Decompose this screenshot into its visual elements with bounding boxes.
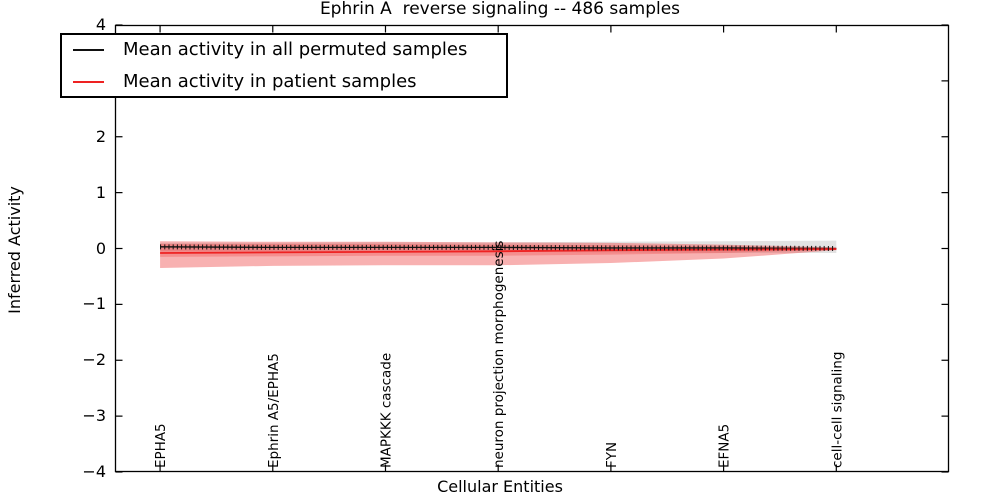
legend-item-permuted: Mean activity in all permuted samples: [62, 37, 506, 63]
x-tick-label: MAPKKK cascade: [378, 353, 394, 468]
y-tick-label: −2: [82, 350, 106, 370]
legend-label-permuted: Mean activity in all permuted samples: [123, 39, 468, 60]
y-tick-label: 4: [95, 15, 106, 34]
x-tick-label: EFNA5: [717, 424, 733, 468]
x-tick-label: neuron projection morphogenesis: [491, 241, 507, 468]
x-tick-label: cell-cell signaling: [829, 352, 845, 468]
y-tick-label: −4: [82, 462, 106, 481]
permuted-mean-markers: [160, 244, 837, 251]
legend-label-patient: Mean activity in patient samples: [123, 71, 417, 92]
chart-title: Ephrin A reverse signaling -- 486 sample…: [319, 0, 681, 19]
x-tick-label: Ephrin A5/EPHA5: [266, 353, 282, 468]
x-tick-label: EPHA5: [153, 423, 169, 468]
y-axis-label: Inferred Activity: [5, 186, 24, 314]
x-tick-label: FYN: [604, 442, 620, 468]
y-tick-label: 1: [95, 182, 106, 202]
y-tick-label: −1: [82, 294, 106, 314]
y-tick-label: 0: [95, 238, 106, 258]
legend: Mean activity in all permuted samples Me…: [60, 33, 508, 98]
legend-item-patient: Mean activity in patient samples: [62, 69, 506, 95]
patient-line-sample: [73, 80, 104, 83]
y-tick-label: −3: [82, 406, 106, 426]
permuted-line-sample: [73, 48, 104, 51]
y-tick-label: 2: [95, 126, 106, 146]
x-axis-label: Cellular Entities: [437, 477, 563, 496]
